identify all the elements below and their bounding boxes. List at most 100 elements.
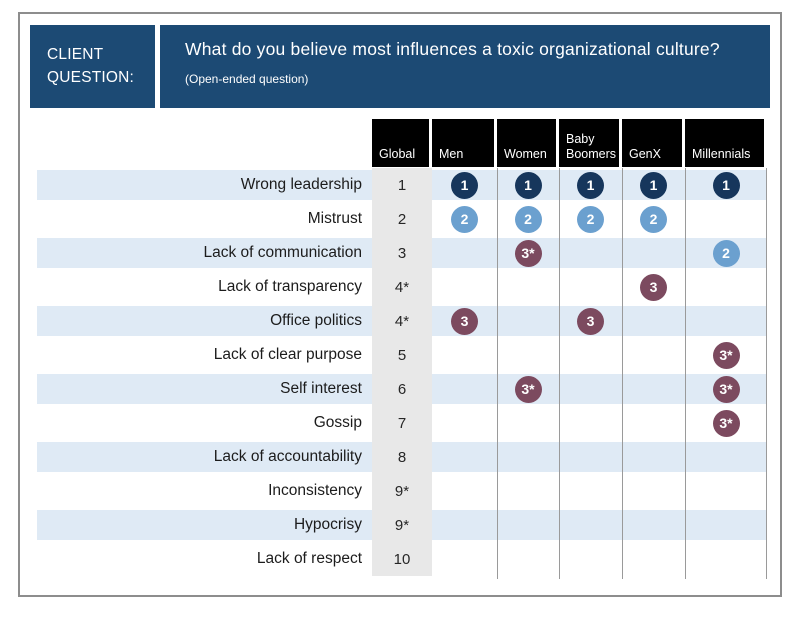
row-cells: Lack of respect 10 <box>37 542 767 576</box>
rank-cell-women <box>497 474 559 508</box>
column-header-baby_boomers: Baby Boomers <box>559 119 619 167</box>
rank-circle: 3* <box>514 239 542 267</box>
rank-circle: 2 <box>712 239 740 267</box>
rank-cell-men: 3 <box>432 304 497 338</box>
row-cells: Wrong leadership 1 1 1 1 1 1 <box>37 168 767 202</box>
column-header-millennials: Millennials <box>685 119 764 167</box>
rank-circle: 2 <box>451 205 478 233</box>
rank-cell-women <box>497 270 559 304</box>
rank-cell-genx: 2 <box>622 202 685 236</box>
rank-cell-men <box>432 440 497 474</box>
global-rank-cell: 1 <box>372 168 432 202</box>
rank-cell-women <box>497 338 559 372</box>
rank-cell-millennials <box>685 542 767 576</box>
rank-cell-women: 2 <box>497 202 559 236</box>
rank-circle: 1 <box>451 171 478 199</box>
rank-cell-baby_boomers <box>559 372 622 406</box>
column-header-global: Global <box>372 119 429 167</box>
table-row: Lack of clear purpose 5 3* <box>37 338 767 372</box>
table-row: Office politics 4* 3 3 <box>37 304 767 338</box>
global-rank-cell: 5 <box>372 338 432 372</box>
table-row: Lack of transparency 4* 3 <box>37 270 767 304</box>
row-cells: Office politics 4* 3 3 <box>37 304 767 338</box>
rank-cell-genx <box>622 372 685 406</box>
row-label: Lack of transparency <box>218 278 362 295</box>
ranking-table: Global Men Women Baby Boomers GenX Millennial… <box>37 119 767 579</box>
rank-circle: 1 <box>577 171 604 199</box>
row-label: Lack of communication <box>203 244 362 261</box>
rank-cell-millennials: 3* <box>685 338 767 372</box>
rank-circle: 3* <box>514 375 542 403</box>
table-row: Self interest 6 3* 3* <box>37 372 767 406</box>
rank-cell-millennials <box>685 270 767 304</box>
global-rank-cell: 9* <box>372 474 432 508</box>
rank-cell-men <box>432 474 497 508</box>
header-spacer <box>37 119 372 167</box>
rank-cell-millennials: 1 <box>685 168 767 202</box>
global-rank-cell: 9* <box>372 508 432 542</box>
row-label: Gossip <box>313 414 362 431</box>
rank-cell-women <box>497 508 559 542</box>
rank-cell-women <box>497 542 559 576</box>
rank-cell-men: 2 <box>432 202 497 236</box>
row-label: Hypocrisy <box>293 516 362 533</box>
question-subtitle: (Open-ended question) <box>185 72 309 86</box>
rank-cell-baby_boomers <box>559 236 622 270</box>
table-row: Inconsistency 9* <box>37 474 767 508</box>
column-header-cell: GenX <box>622 119 685 167</box>
row-cells: Lack of communication 3 3* 2 <box>37 236 767 270</box>
question-title: What do you believe most influences a to… <box>185 39 720 59</box>
rank-cell-women: 3* <box>497 236 559 270</box>
rank-cell-genx <box>622 474 685 508</box>
rank-cell-men <box>432 270 497 304</box>
rank-cell-men <box>432 508 497 542</box>
global-rank-cell: 4* <box>372 270 432 304</box>
rank-circle: 2 <box>640 205 667 233</box>
rank-circle: 3* <box>712 341 740 369</box>
row-cells: Lack of transparency 4* 3 <box>37 270 767 304</box>
table-body: Wrong leadership 1 1 1 1 1 1 Mistrust 2 2 2 2 2 Lack … <box>37 168 767 579</box>
rank-cell-men <box>432 338 497 372</box>
rank-cell-baby_boomers <box>559 440 622 474</box>
rank-cell-men <box>432 236 497 270</box>
table-row: Lack of accountability 8 <box>37 440 767 474</box>
rank-circle: 1 <box>640 171 667 199</box>
table-row: Gossip 7 3* <box>37 406 767 440</box>
row-label: Inconsistency <box>268 482 362 499</box>
rank-circle: 1 <box>712 171 740 199</box>
rank-cell-women: 1 <box>497 168 559 202</box>
rank-cell-genx: 1 <box>622 168 685 202</box>
column-header-cell: Women <box>497 119 559 167</box>
global-rank-cell: 8 <box>372 440 432 474</box>
rank-cell-millennials <box>685 440 767 474</box>
client-question-label: CLIENT QUESTION: <box>47 46 135 86</box>
grid-line <box>685 168 686 579</box>
rank-circle: 1 <box>514 171 542 199</box>
column-header-cell: Millennials <box>685 119 767 167</box>
rank-cell-women: 3* <box>497 372 559 406</box>
rank-cell-men <box>432 372 497 406</box>
row-cells: Gossip 7 3* <box>37 406 767 440</box>
rank-cell-baby_boomers <box>559 508 622 542</box>
rank-circle: 3 <box>577 307 604 335</box>
rank-cell-men <box>432 542 497 576</box>
rank-cell-genx <box>622 542 685 576</box>
rank-circle: 2 <box>577 205 604 233</box>
rank-circle: 3 <box>451 307 478 335</box>
rank-cell-baby_boomers: 1 <box>559 168 622 202</box>
table-row: Lack of communication 3 3* 2 <box>37 236 767 270</box>
table-row: Hypocrisy 9* <box>37 508 767 542</box>
row-cells: Lack of clear purpose 5 3* <box>37 338 767 372</box>
rank-cell-baby_boomers <box>559 474 622 508</box>
table-row: Lack of respect 10 <box>37 542 767 576</box>
row-label: Lack of clear purpose <box>213 346 362 363</box>
rank-cell-baby_boomers: 2 <box>559 202 622 236</box>
rank-cell-women <box>497 440 559 474</box>
row-cells: Inconsistency 9* <box>37 474 767 508</box>
column-header-cell: Global <box>372 119 432 167</box>
row-label: Self interest <box>280 380 362 397</box>
rank-cell-men: 1 <box>432 168 497 202</box>
rank-cell-millennials: 3* <box>685 372 767 406</box>
row-label: Wrong leadership <box>240 176 362 193</box>
column-header-men: Men <box>432 119 494 167</box>
